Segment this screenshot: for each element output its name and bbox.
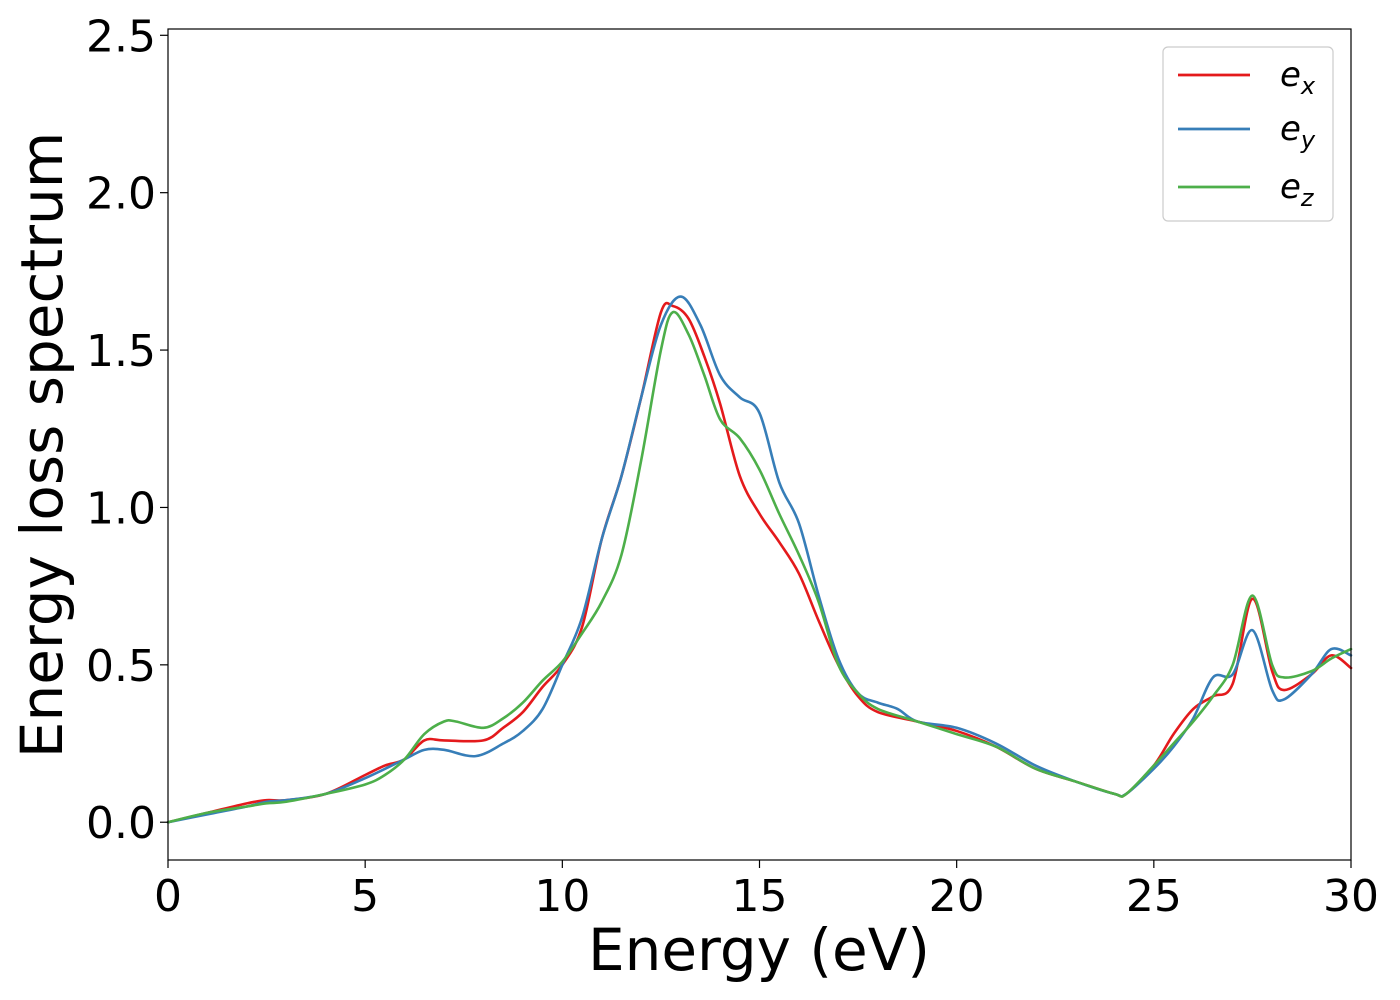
x-tick-label: 10 [534,871,590,922]
y-tick-label: 1.5 [86,326,156,377]
legend-box [1162,46,1334,222]
legend-label-x: ex [1280,55,1316,100]
y-tick-label: 2.5 [86,11,156,62]
y-tick-label: 0.0 [86,798,156,849]
x-axis-ticks: 0 5 10 15 20 25 30 [154,860,1379,922]
series-line-z [166,310,1353,824]
x-tick-label: 30 [1323,871,1379,922]
x-tick-label: 25 [1126,871,1182,922]
y-tick-label: 1.0 [86,483,156,534]
x-tick-label: 20 [929,871,985,922]
x-axis-title: Energy (eV) [588,916,930,984]
x-tick-label: 0 [154,871,182,922]
y-axis-title: Energy loss spectrum [8,132,76,758]
series-layer [166,295,1353,824]
legend-label-y: ey [1280,109,1316,154]
x-tick-label: 15 [732,871,788,922]
y-axis-ticks: 0.0 0.5 1.0 1.5 2.0 2.5 [86,11,168,849]
x-tick-label: 5 [351,871,379,922]
y-tick-label: 2.0 [86,169,156,220]
series-line-x [166,301,1353,824]
y-tick-label: 0.5 [86,641,156,692]
legend-label-z: ez [1280,167,1315,212]
legend: ex ey ez [1162,46,1334,222]
